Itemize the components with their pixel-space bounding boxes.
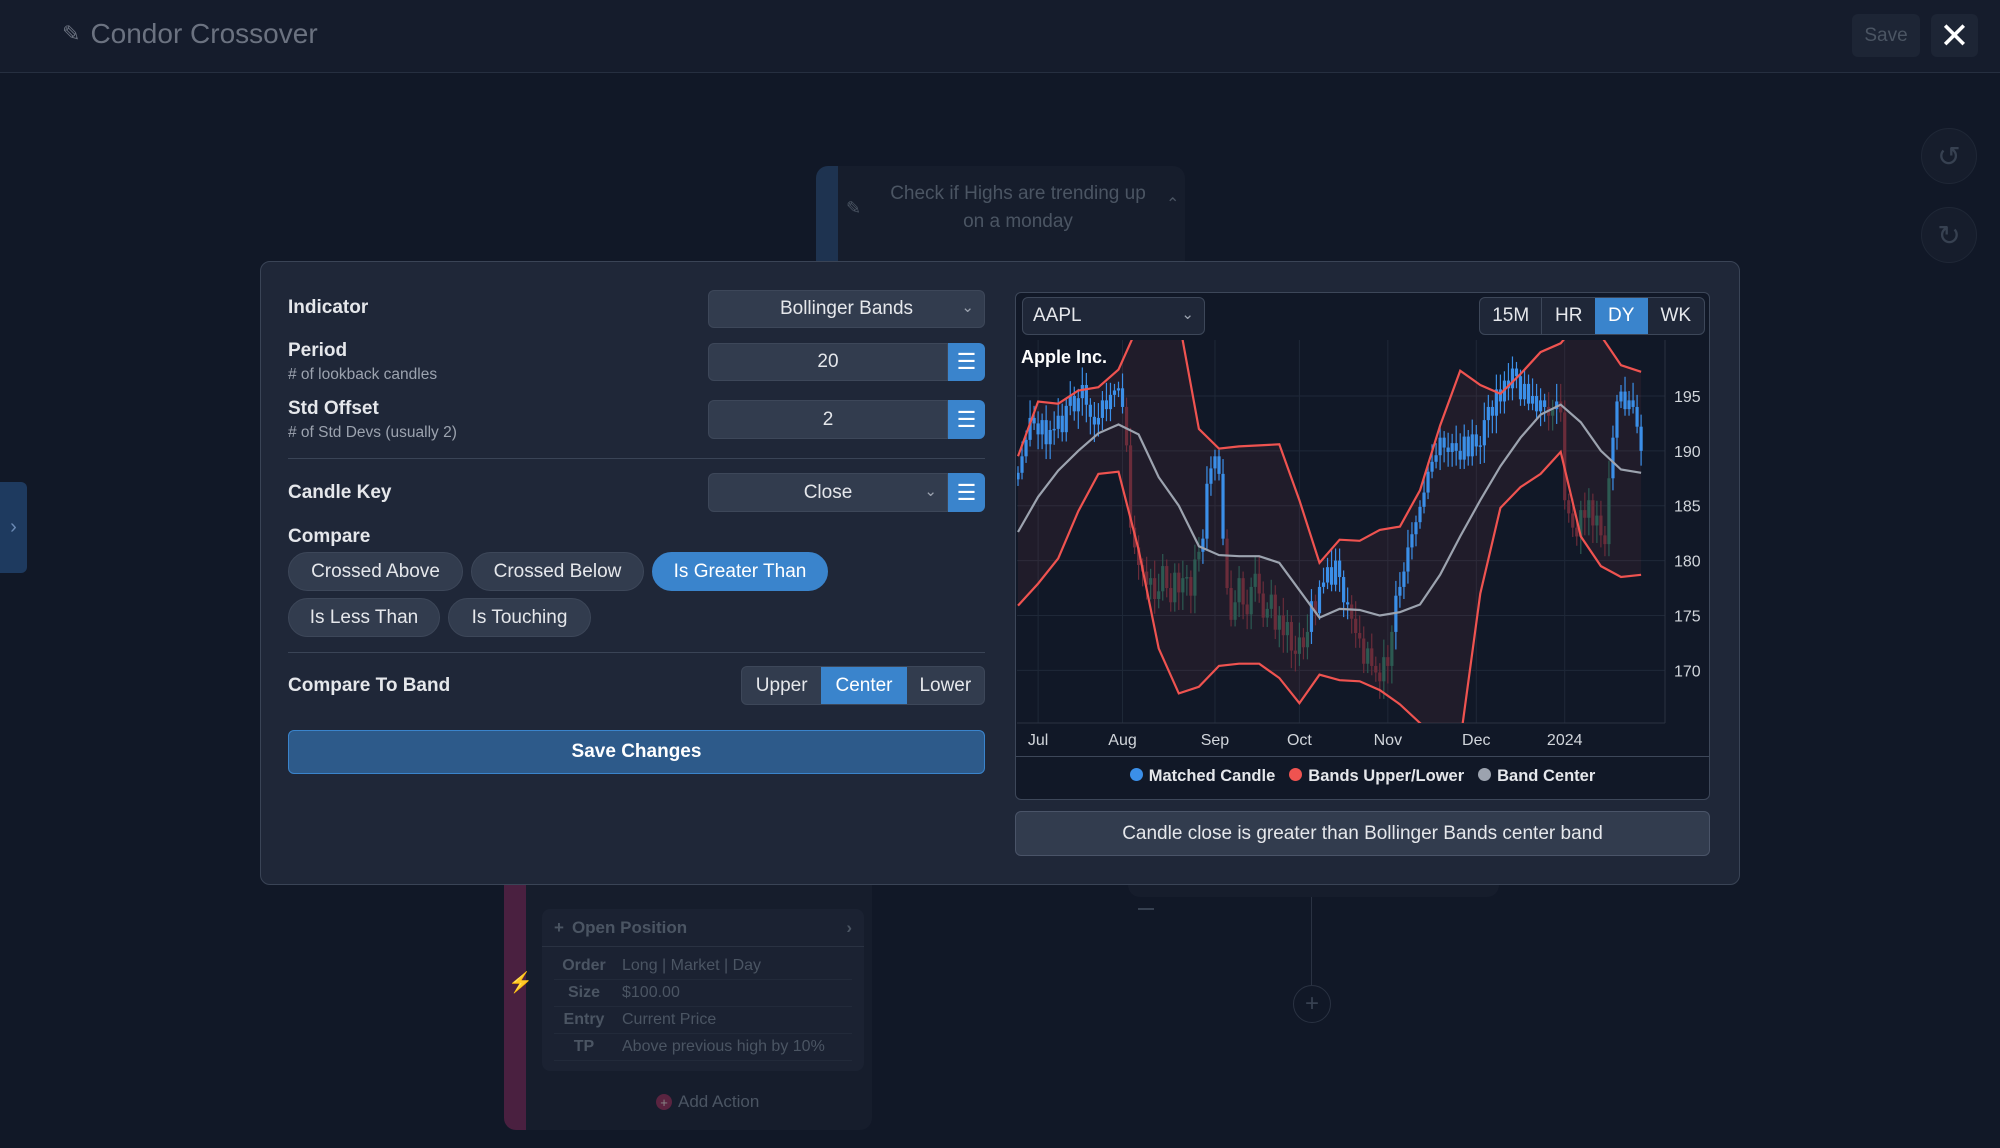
compare-is-less-than[interactable]: Is Less Than <box>288 598 440 637</box>
connector-line <box>1311 897 1312 985</box>
row-key: Entry <box>563 1011 605 1028</box>
chevron-right-icon[interactable]: › <box>846 917 852 937</box>
strategy-title[interactable]: ✎ Condor Crossover <box>62 18 318 49</box>
open-position-card[interactable]: + Open Position › Order Long | Market | D… <box>542 909 864 1071</box>
lightning-icon: ⚡ <box>508 972 533 994</box>
legend-bands: Bands Upper/Lower <box>1289 767 1464 786</box>
app-header: ✎ Condor Crossover Save ✕ <box>0 0 2000 73</box>
indicator-select[interactable]: Bollinger Bands ⌄ <box>708 290 985 328</box>
collapse-icon[interactable] <box>1138 908 1154 910</box>
band-lower[interactable]: Lower <box>919 674 972 696</box>
candle-key-menu-icon[interactable]: ☰ <box>948 473 985 512</box>
action-node: ⚡ + Open Position › Order Long | Market |… <box>504 870 872 1130</box>
divider <box>288 458 985 459</box>
row-key: Order <box>562 957 606 974</box>
timeframe-selector: 15M HR DY WK <box>1479 297 1705 335</box>
timeframe-hr[interactable]: HR <box>1554 305 1583 326</box>
redo-icon[interactable]: ↻ <box>1921 207 1977 263</box>
add-node-icon[interactable]: + <box>1293 985 1331 1023</box>
band-upper[interactable]: Upper <box>755 674 808 696</box>
band-segmented-control: Upper Center Lower <box>741 666 985 705</box>
row-value: $100.00 <box>622 984 680 1001</box>
close-icon[interactable]: ✕ <box>1931 14 1978 57</box>
std-offset-label: Std Offset <box>288 398 379 419</box>
row-key: Size <box>567 984 600 1001</box>
compare-is-touching[interactable]: Is Touching <box>448 598 591 637</box>
period-menu-icon[interactable]: ☰ <box>948 343 985 381</box>
std-offset-hint: # of Std Devs (usually 2) <box>288 424 457 441</box>
action-detail-row: TP Above previous high by 10% <box>554 1034 852 1061</box>
compare-crossed-above[interactable]: Crossed Above <box>288 552 463 591</box>
chevron-down-icon: ⌄ <box>1181 306 1194 323</box>
period-input[interactable]: 20 <box>708 343 948 381</box>
band-center[interactable]: Center <box>821 667 907 704</box>
plus-circle-icon: + <box>656 1094 672 1110</box>
legend-band-center: Band Center <box>1478 767 1595 786</box>
divider <box>1016 756 1709 757</box>
std-offset-input[interactable]: 2 <box>708 400 948 439</box>
action-detail-row: Entry Current Price <box>554 1007 852 1034</box>
legend-matched-candle: Matched Candle <box>1129 767 1275 786</box>
add-action-button[interactable]: + Add Action <box>656 1092 759 1112</box>
compare-is-greater-than[interactable]: Is Greater Than <box>652 552 828 591</box>
pencil-icon: ✎ <box>62 21 81 46</box>
sidebar-expand-icon[interactable]: › <box>0 482 27 573</box>
compare-label: Compare <box>288 526 371 547</box>
timeframe-wk[interactable]: WK <box>1660 305 1692 326</box>
undo-icon[interactable]: ↺ <box>1921 128 1977 184</box>
period-hint: # of lookback candles <box>288 366 438 383</box>
action-detail-row: Order Long | Market | Day <box>554 953 852 980</box>
row-key: TP <box>573 1038 595 1055</box>
timeframe-dy[interactable]: DY <box>1594 298 1648 334</box>
compare-crossed-below[interactable]: Crossed Below <box>471 552 644 591</box>
condition-node-title: Check if Highs are trending up on a mond… <box>890 183 1146 232</box>
row-value: Long | Market | Day <box>622 957 762 974</box>
chevron-down-icon: ⌄ <box>961 299 974 316</box>
plus-icon: + <box>554 917 564 937</box>
condition-summary: Candle close is greater than Bollinger B… <box>1015 811 1710 856</box>
divider <box>288 652 985 653</box>
chart-panel: AAPL ⌄ 15M HR DY WK Matched Candle Bands… <box>1015 292 1710 800</box>
symbol-select[interactable]: AAPL ⌄ <box>1022 297 1205 335</box>
candle-key-select[interactable]: Close ⌄ <box>708 473 948 512</box>
period-label: Period <box>288 340 348 361</box>
candle-key-label: Candle Key <box>288 482 392 503</box>
action-detail-row: Size $100.00 <box>554 980 852 1007</box>
row-value: Current Price <box>622 1011 717 1028</box>
compare-to-band-label: Compare To Band <box>288 675 451 696</box>
pencil-icon: ✎ <box>846 198 862 218</box>
save-changes-button[interactable]: Save Changes <box>288 730 985 774</box>
timeframe-15m[interactable]: 15M <box>1480 298 1543 334</box>
std-offset-menu-icon[interactable]: ☰ <box>948 400 985 439</box>
save-button[interactable]: Save <box>1852 14 1920 57</box>
chevron-down-icon: ⌄ <box>924 483 937 500</box>
indicator-label: Indicator <box>288 297 369 318</box>
chart-legend: Matched Candle Bands Upper/Lower Band Ce… <box>1016 767 1709 786</box>
row-value: Above previous high by 10% <box>622 1038 825 1055</box>
chevron-up-icon[interactable]: ⌃ <box>1166 196 1180 213</box>
